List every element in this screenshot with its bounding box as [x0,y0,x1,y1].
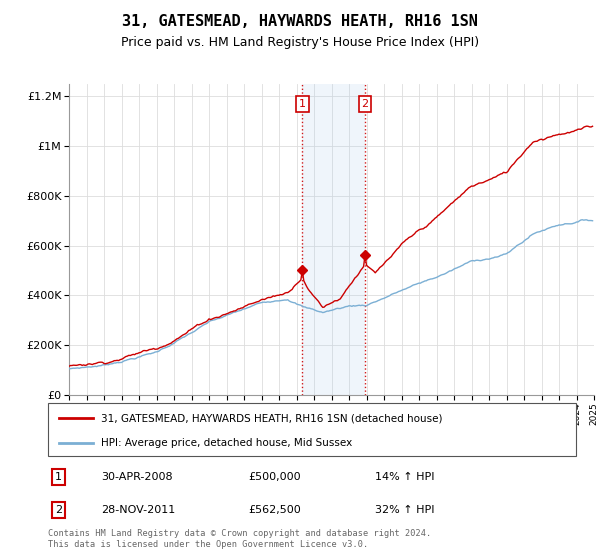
Text: 2: 2 [55,505,62,515]
Text: 32% ↑ HPI: 32% ↑ HPI [376,505,435,515]
Text: Price paid vs. HM Land Registry's House Price Index (HPI): Price paid vs. HM Land Registry's House … [121,36,479,49]
Bar [302,84,365,395]
Text: 31, GATESMEAD, HAYWARDS HEATH, RH16 1SN: 31, GATESMEAD, HAYWARDS HEATH, RH16 1SN [122,14,478,29]
Text: 28-NOV-2011: 28-NOV-2011 [101,505,175,515]
Text: 30-APR-2008: 30-APR-2008 [101,472,172,482]
Text: HPI: Average price, detached house, Mid Sussex: HPI: Average price, detached house, Mid … [101,438,352,448]
Text: 14% ↑ HPI: 14% ↑ HPI [376,472,435,482]
Text: Contains HM Land Registry data © Crown copyright and database right 2024.
This d: Contains HM Land Registry data © Crown c… [48,529,431,549]
FancyBboxPatch shape [48,403,576,456]
Text: 1: 1 [55,472,62,482]
Text: 31, GATESMEAD, HAYWARDS HEATH, RH16 1SN (detached house): 31, GATESMEAD, HAYWARDS HEATH, RH16 1SN … [101,413,442,423]
Text: £500,000: £500,000 [248,472,301,482]
Text: 1: 1 [299,99,306,109]
Text: 2: 2 [362,99,368,109]
Text: £562,500: £562,500 [248,505,301,515]
